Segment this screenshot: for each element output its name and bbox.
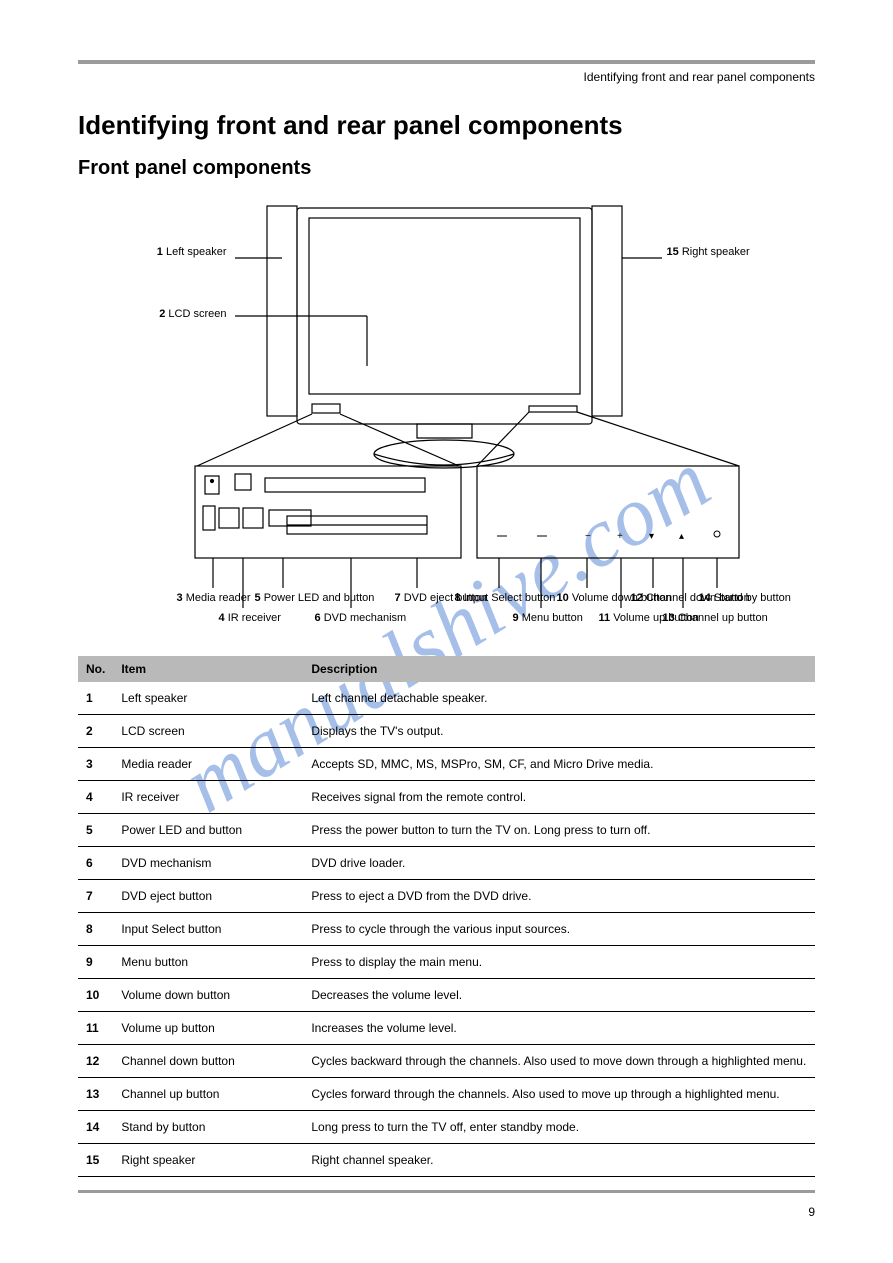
callout-14: 14 Stand by button	[699, 592, 791, 605]
table-row: 8Input Select buttonPress to cycle throu…	[78, 913, 815, 946]
page-number: 9	[808, 1205, 815, 1219]
th-no: No.	[78, 656, 113, 682]
bottom-rule	[78, 1190, 815, 1193]
table-row: 7DVD eject buttonPress to eject a DVD fr…	[78, 880, 815, 913]
callout-3: 3 Media reader	[177, 592, 251, 605]
diagram-svg: − + ▾ ▴	[137, 196, 757, 626]
table-row: 12Channel down buttonCycles backward thr…	[78, 1045, 815, 1078]
table-row: 15Right speakerRight channel speaker.	[78, 1144, 815, 1177]
table-row: 5Power LED and buttonPress the power but…	[78, 814, 815, 847]
callout-1: 1 Left speaker	[127, 246, 227, 259]
front-panel-diagram: − + ▾ ▴	[137, 196, 757, 626]
th-item: Item	[113, 656, 303, 682]
page: Identifying front and rear panel compone…	[0, 0, 893, 1263]
callout-15: 15 Right speaker	[667, 246, 750, 259]
table-row: 14Stand by buttonLong press to turn the …	[78, 1111, 815, 1144]
table-row: 11Volume up buttonIncreases the volume l…	[78, 1012, 815, 1045]
svg-text:+: +	[617, 531, 623, 542]
svg-text:−: −	[585, 531, 591, 542]
callout-4: 4 IR receiver	[219, 612, 281, 625]
callout-13: 13 Channel up button	[663, 612, 768, 625]
table-row: 2LCD screenDisplays the TV's output.	[78, 715, 815, 748]
table-row: 4IR receiverReceives signal from the rem…	[78, 781, 815, 814]
top-rule	[78, 60, 815, 64]
callout-6: 6 DVD mechanism	[315, 612, 407, 625]
svg-text:▾: ▾	[649, 531, 654, 542]
table-row: 3Media readerAccepts SD, MMC, MS, MSPro,…	[78, 748, 815, 781]
table-row: 13Channel up buttonCycles forward throug…	[78, 1078, 815, 1111]
section-subtitle: Front panel components	[78, 157, 815, 180]
callout-2: 2 LCD screen	[127, 308, 227, 321]
table-row: 9Menu buttonPress to display the main me…	[78, 946, 815, 979]
components-table: No. Item Description 1Left speakerLeft c…	[78, 656, 815, 1177]
th-desc: Description	[303, 656, 815, 682]
callout-5: 5 Power LED and button	[255, 592, 375, 605]
table-row: 10Volume down buttonDecreases the volume…	[78, 979, 815, 1012]
breadcrumb: Identifying front and rear panel compone…	[78, 70, 815, 84]
page-title: Identifying front and rear panel compone…	[78, 110, 815, 141]
svg-text:▴: ▴	[679, 531, 684, 542]
callout-9: 9 Menu button	[513, 612, 583, 625]
table-row: 6DVD mechanismDVD drive loader.	[78, 847, 815, 880]
table-row: 1Left speakerLeft channel detachable spe…	[78, 682, 815, 715]
callout-8: 8 Input Select button	[455, 592, 556, 605]
